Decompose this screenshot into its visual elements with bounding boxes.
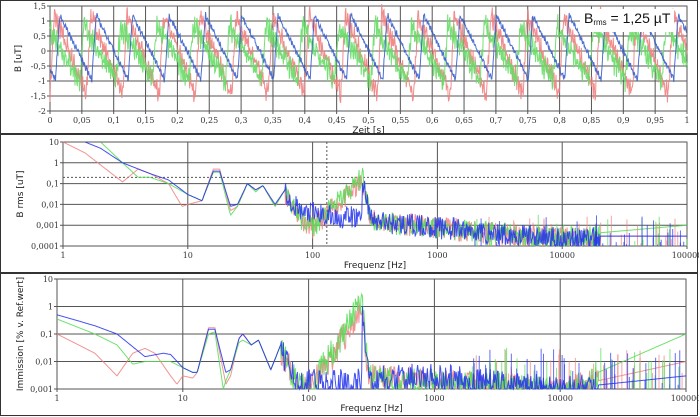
- x-tick-label: 0,55: [391, 116, 409, 125]
- x-tick-label: 1000: [427, 251, 447, 260]
- y-axis-label: B [uT]: [14, 45, 24, 72]
- y-tick-label: 0,0001: [31, 242, 59, 251]
- brms-prefix: B: [584, 10, 594, 26]
- y-tick-label: 0,1: [40, 330, 53, 339]
- x-axis-label: Frequenz [Hz]: [340, 404, 402, 414]
- x-tick-label: 0,6: [426, 116, 439, 125]
- x-tick-label: 10000: [549, 251, 574, 260]
- y-tick-label: 0,5: [33, 32, 46, 41]
- brms-annotation: Brms = 1,25 µT: [580, 9, 675, 32]
- y-tick-label: 0,01: [41, 200, 59, 209]
- y-tick-label: 1,5: [33, 2, 46, 11]
- brms-value: = 1,25 µT: [606, 10, 671, 26]
- series-line-blue: [85, 141, 687, 248]
- immission-panel: 10 1 0,1 0,01 0,001 1 10 100 1000 10000 100000 Freq…: [0, 273, 699, 416]
- x-tick-label: 0: [47, 116, 52, 125]
- brms-sub: rms: [593, 18, 607, 27]
- x-tick-label: 0,25: [200, 116, 218, 125]
- x-tick-label: 0,85: [583, 116, 601, 125]
- x-tick-label: 0,45: [328, 116, 346, 125]
- x-tick-label: 0,9: [617, 116, 630, 125]
- x-tick-label: 10: [178, 394, 188, 403]
- x-tick-label: 0,65: [455, 116, 473, 125]
- x-tick-label: 0,1: [107, 116, 120, 125]
- x-tick-label: 0,3: [235, 116, 248, 125]
- x-axis-label: Zeit [s]: [352, 126, 384, 135]
- x-tick-label: 100: [305, 251, 320, 260]
- y-tick-label: 10: [43, 275, 53, 284]
- x-tick-label: 1: [60, 251, 65, 260]
- x-tick-label: 1: [684, 116, 689, 125]
- x-tick-label: 100000: [672, 251, 699, 260]
- x-tick-label: 1000: [424, 394, 444, 403]
- y-tick-label: 0,001: [36, 221, 59, 230]
- x-tick-label: 10: [183, 251, 193, 260]
- y-tick-label: -0,5: [31, 62, 46, 71]
- x-tick-label: 0,05: [73, 116, 91, 125]
- x-tick-label: 0,2: [171, 116, 184, 125]
- y-tick-label: 1: [54, 159, 59, 168]
- x-tick-label: 0,7: [490, 116, 503, 125]
- y-axis-label: B rms [uT]: [16, 170, 26, 217]
- y-tick-label: 1: [41, 17, 46, 26]
- y-tick-label: 10: [49, 138, 59, 147]
- x-tick-label: 0,75: [519, 116, 537, 125]
- x-tick-label: 10000: [547, 394, 572, 403]
- series-line-green: [56, 292, 687, 391]
- brms-spectrum-panel: 10 1 0,1 0,01 0,001 0,0001 1 10 100 1000 10000 1000…: [0, 134, 699, 273]
- y-tick-label: 0,01: [35, 358, 53, 367]
- x-tick-label: 0,4: [298, 116, 311, 125]
- x-tick-label: 100000: [671, 394, 699, 403]
- x-tick-label: 0,5: [362, 116, 375, 125]
- x-tick-label: 0,95: [646, 116, 664, 125]
- y-tick-label: 0,1: [46, 180, 59, 189]
- x-tick-label: 0,35: [264, 116, 282, 125]
- x-tick-label: 1: [54, 394, 59, 403]
- y-tick-label: 0,001: [30, 385, 53, 394]
- y-tick-label: -2: [38, 107, 46, 116]
- x-tick-label: 0,15: [137, 116, 155, 125]
- series-line-blue: [49, 11, 688, 83]
- y-tick-label: -1: [38, 77, 46, 86]
- y-tick-label: 0: [41, 47, 46, 56]
- series-line-green: [49, 13, 688, 93]
- y-tick-label: -1,5: [31, 92, 46, 101]
- series-line-blue: [56, 305, 687, 391]
- x-tick-label: 100: [301, 394, 316, 403]
- x-tick-label: 0,8: [553, 116, 566, 125]
- x-axis-label: Frequenz [Hz]: [344, 261, 406, 271]
- y-tick-label: 1: [48, 303, 53, 312]
- y-axis-label: Immission [% v. Ref.wert]: [16, 277, 26, 391]
- time-domain-panel: 1,5 1 0,5 0 -0,5 -1 -1,5 -2 0 0,05 0,1 0,15 0,2 0,25 0…: [0, 0, 698, 135]
